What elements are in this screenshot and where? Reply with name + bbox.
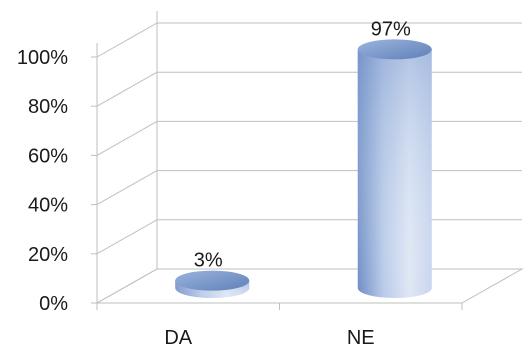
gridline-side [96, 219, 158, 255]
bar-da [175, 270, 250, 298]
y-tick-label: 100% [17, 47, 68, 69]
y-tick-label: 40% [28, 195, 68, 217]
bars [175, 39, 432, 298]
x-axis-category-labels: DA NE [164, 327, 374, 349]
axes [91, 11, 524, 310]
gridline-side [96, 120, 158, 156]
y-tick-label: 60% [28, 145, 68, 167]
y-tick-label: 20% [28, 244, 68, 266]
y-tick-label: 80% [28, 96, 68, 118]
bar-shading [357, 49, 432, 298]
gridlines [96, 22, 522, 304]
data-labels: 3% 97% [194, 18, 411, 271]
bar-ne [357, 39, 432, 298]
x-category-label: DA [164, 327, 192, 349]
bar-top [357, 39, 432, 60]
y-axis-tick-labels: 0% 20% 40% 60% 80% 100% [17, 47, 68, 315]
data-label: 3% [194, 250, 223, 272]
bar-top [175, 270, 250, 291]
gridline-side [96, 71, 158, 107]
x-category-label: NE [347, 327, 375, 349]
data-label: 97% [371, 18, 411, 40]
gridline-side [96, 22, 158, 58]
floor [95, 268, 524, 304]
y-tick-label: 0% [39, 293, 68, 315]
gridline-side [96, 170, 158, 206]
